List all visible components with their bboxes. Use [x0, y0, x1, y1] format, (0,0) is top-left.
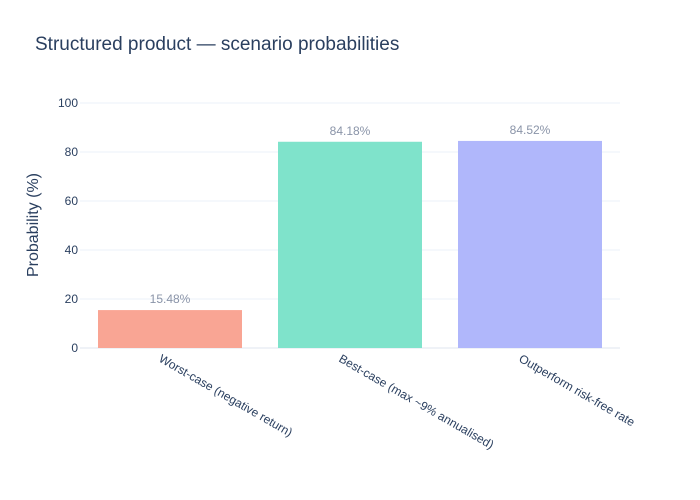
- y-tick-label: 20: [65, 292, 79, 306]
- bar[interactable]: [98, 310, 242, 348]
- bars-layer: [98, 140, 602, 348]
- bar-data-label: 84.18%: [330, 124, 371, 138]
- y-tick-label: 80: [65, 145, 79, 159]
- x-ticks-layer: Worst-case (negative return) Best-case (m…: [157, 351, 638, 451]
- bar[interactable]: [458, 140, 602, 348]
- chart-title: Structured product — scenario probabilit…: [35, 34, 399, 55]
- y-ticks-layer: 0 20 40 60 80 100: [58, 96, 78, 355]
- data-labels-layer: 15.48% 84.18% 84.52%: [150, 123, 551, 306]
- bar-data-label: 84.52%: [510, 123, 551, 137]
- x-tick-label: Best-case (max ~9% annualised): [337, 351, 497, 451]
- x-tick-label: Outperform risk-free rate: [517, 351, 638, 429]
- x-tick-label: Worst-case (negative return): [157, 351, 296, 439]
- y-tick-label: 40: [65, 243, 79, 257]
- y-axis-title: Probability (%): [25, 173, 42, 277]
- bar[interactable]: [278, 141, 422, 348]
- bar-data-label: 15.48%: [150, 292, 191, 306]
- y-tick-label: 0: [71, 341, 78, 355]
- y-tick-label: 100: [58, 96, 78, 110]
- y-tick-label: 60: [65, 194, 79, 208]
